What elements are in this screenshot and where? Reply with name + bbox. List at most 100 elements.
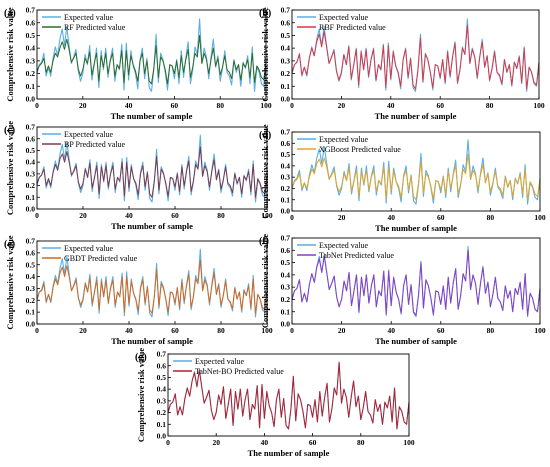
x-axis-title: The number of sample <box>111 221 193 231</box>
predicted-value-line <box>36 34 267 85</box>
x-tick-label: 40 <box>387 101 395 110</box>
y-tick-label: 0.1 <box>281 195 291 204</box>
y-axis-title: Comprehensive risk value <box>5 7 15 102</box>
x-tick-label: 60 <box>309 438 317 447</box>
y-tick-label: 0.4 <box>26 44 36 53</box>
y-tick-label: 0.2 <box>281 69 291 78</box>
y-tick-label: 0.0 <box>26 95 36 104</box>
x-tick-label: 60 <box>171 326 179 335</box>
y-tick-label: 0.3 <box>281 173 291 182</box>
x-tick-label: 20 <box>79 101 87 110</box>
y-tick-label: 0.2 <box>26 296 36 305</box>
x-tick-label: 60 <box>171 211 179 220</box>
x-tick-label: 60 <box>171 101 179 110</box>
y-tick-label: 0.1 <box>157 420 167 429</box>
x-tick-label: 0 <box>35 326 39 335</box>
predicted-value-line <box>291 24 540 90</box>
y-tick-label: 0.6 <box>281 246 291 255</box>
legend-label: RBF Predicted value <box>319 23 386 32</box>
y-tick-label: 0.5 <box>281 31 291 40</box>
x-tick-label: 40 <box>387 213 395 222</box>
plot-frame <box>291 131 541 212</box>
x-tick-label: 60 <box>436 101 444 110</box>
x-axis-title: The number of sample <box>375 223 457 233</box>
x-axis-title: The number of sample <box>375 111 457 121</box>
y-axis-title: Comprehensive risk value <box>260 7 270 102</box>
y-tick-label: 0.4 <box>26 272 36 281</box>
chart-panel: (b)Comprehensive risk value The number of… <box>259 6 545 121</box>
y-tick-label: 0.3 <box>26 56 36 65</box>
x-tick-label: 20 <box>79 211 87 220</box>
y-tick-label: 0.0 <box>26 320 36 329</box>
legend-label: GBDT Predicted value <box>64 254 138 263</box>
y-tick-label: 0.2 <box>281 184 291 193</box>
legend-label: BP Predicted value <box>64 140 125 149</box>
x-tick-label: 0 <box>166 438 170 447</box>
y-axis-title: Comprehensive risk value <box>260 124 270 219</box>
y-tick-label: 0.3 <box>281 283 291 292</box>
x-tick-label: 0 <box>290 326 294 335</box>
legend-label: Expected value <box>319 13 369 22</box>
predicted-value-line <box>36 146 268 198</box>
y-tick-label: 0.5 <box>26 31 36 40</box>
panel-label: (b) <box>259 8 271 19</box>
panel-label: (f) <box>259 236 269 247</box>
y-tick-label: 0.7 <box>26 6 36 15</box>
x-tick-label: 80 <box>487 213 495 222</box>
x-tick-label: 60 <box>437 213 445 222</box>
y-tick-label: 0.7 <box>281 234 291 243</box>
y-tick-label: 0.1 <box>281 307 291 316</box>
panel-label: (d) <box>259 130 271 141</box>
y-tick-label: 0.6 <box>157 361 167 370</box>
plot-frame <box>291 9 540 100</box>
x-tick-label: 100 <box>533 101 545 110</box>
legend-label: RF Predicted value <box>64 23 126 32</box>
y-tick-label: 0.4 <box>157 385 167 394</box>
legend-label: Expected value <box>64 244 114 253</box>
x-tick-label: 100 <box>403 438 415 447</box>
y-tick-label: 0.5 <box>281 258 291 267</box>
y-axis-title: Comprehensive risk value <box>5 235 15 330</box>
expected-value-line <box>36 18 267 92</box>
y-tick-label: 0.4 <box>26 158 36 167</box>
x-tick-label: 0 <box>35 101 39 110</box>
legend-label: Expected value <box>319 241 369 250</box>
legend-label: Expected value <box>64 130 114 139</box>
x-tick-label: 20 <box>338 213 346 222</box>
expected-value-line <box>36 134 268 203</box>
predicted-value-line <box>291 154 541 201</box>
y-tick-label: 0.3 <box>281 56 291 65</box>
y-tick-label: 0.2 <box>26 181 36 190</box>
x-tick-label: 20 <box>338 326 346 335</box>
x-tick-label: 80 <box>217 211 225 220</box>
panel-label: (g) <box>135 352 147 363</box>
chart-panel: (g)Comprehensive risk value The number of… <box>135 348 415 458</box>
plot-frame <box>36 126 268 210</box>
y-tick-label: 0.0 <box>281 207 291 216</box>
y-tick-label: 0.1 <box>26 82 36 91</box>
x-tick-label: 0 <box>35 211 39 220</box>
y-tick-label: 0.7 <box>281 128 291 137</box>
x-tick-label: 100 <box>261 211 273 220</box>
y-tick-label: 0.6 <box>26 248 36 257</box>
x-tick-label: 100 <box>534 326 546 335</box>
x-tick-label: 100 <box>260 101 272 110</box>
x-tick-label: 40 <box>125 211 133 220</box>
legend-label: XGBoost Predicted value <box>319 145 401 154</box>
x-tick-label: 20 <box>338 101 346 110</box>
y-tick-label: 0.6 <box>281 18 291 27</box>
x-axis-title: The number of sample <box>111 111 193 121</box>
plot-frame <box>36 9 267 100</box>
y-tick-label: 0.0 <box>281 320 291 329</box>
y-tick-label: 0.7 <box>157 350 167 359</box>
expected-value-line <box>291 139 541 205</box>
y-tick-label: 0.2 <box>26 69 36 78</box>
y-tick-label: 0.1 <box>26 193 36 202</box>
x-tick-label: 80 <box>217 326 225 335</box>
panel-label: (e) <box>4 239 15 250</box>
x-tick-label: 20 <box>212 438 220 447</box>
y-axis-title: Comprehensive risk value <box>136 348 146 443</box>
